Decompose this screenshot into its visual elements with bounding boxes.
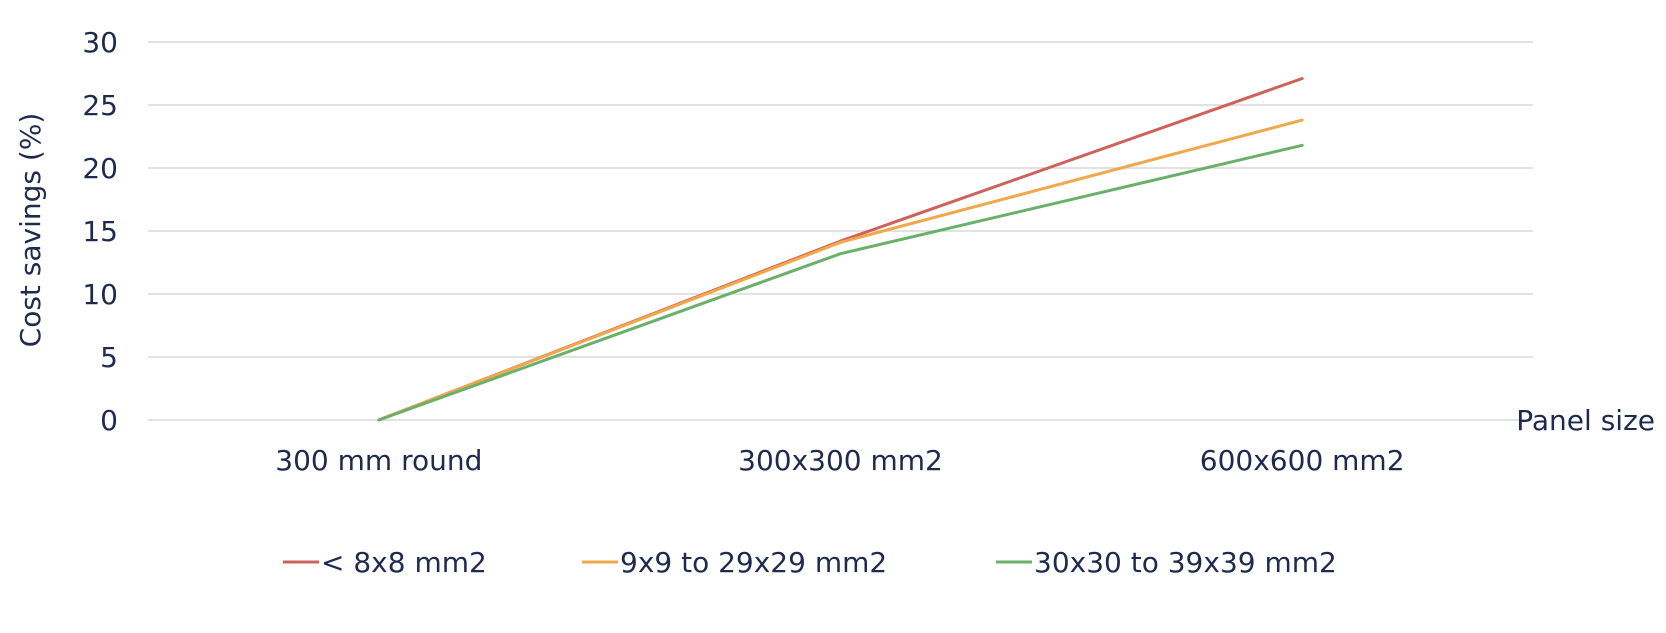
series-lines (377, 77, 1304, 422)
x-tick-label: 300x300 mm2 (738, 444, 943, 477)
legend-item: < 8x8 mm2 (283, 546, 487, 579)
y-axis-title: Cost savings (%) (14, 113, 47, 348)
legend-label: 30x30 to 39x39 mm2 (1034, 546, 1337, 579)
y-axis-ticks: 0 5 10 15 20 25 30 (82, 26, 118, 437)
legend-item: 30x30 to 39x39 mm2 (996, 546, 1337, 579)
legend-label: 9x9 to 29x29 mm2 (620, 546, 887, 579)
series-line (377, 143, 1304, 422)
y-tick-label: 10 (82, 278, 118, 311)
x-axis-title: Panel size (1516, 404, 1655, 437)
legend-item: 9x9 to 29x29 mm2 (582, 546, 887, 579)
y-tick-label: 0 (100, 404, 118, 437)
y-tick-label: 15 (82, 215, 118, 248)
gridlines (148, 41, 1533, 421)
y-tick-label: 25 (82, 89, 118, 122)
legend-label: < 8x8 mm2 (321, 546, 487, 579)
y-tick-label: 30 (82, 26, 118, 59)
x-tick-label: 600x600 mm2 (1200, 444, 1405, 477)
x-axis-ticks: 300 mm round 300x300 mm2 600x600 mm2 (275, 444, 1404, 477)
y-tick-label: 20 (82, 152, 118, 185)
x-tick-label: 300 mm round (275, 444, 482, 477)
legend: < 8x8 mm2 9x9 to 29x29 mm2 30x30 to 39x39 … (283, 546, 1337, 579)
y-tick-label: 5 (100, 341, 118, 374)
series-line (377, 118, 1304, 422)
